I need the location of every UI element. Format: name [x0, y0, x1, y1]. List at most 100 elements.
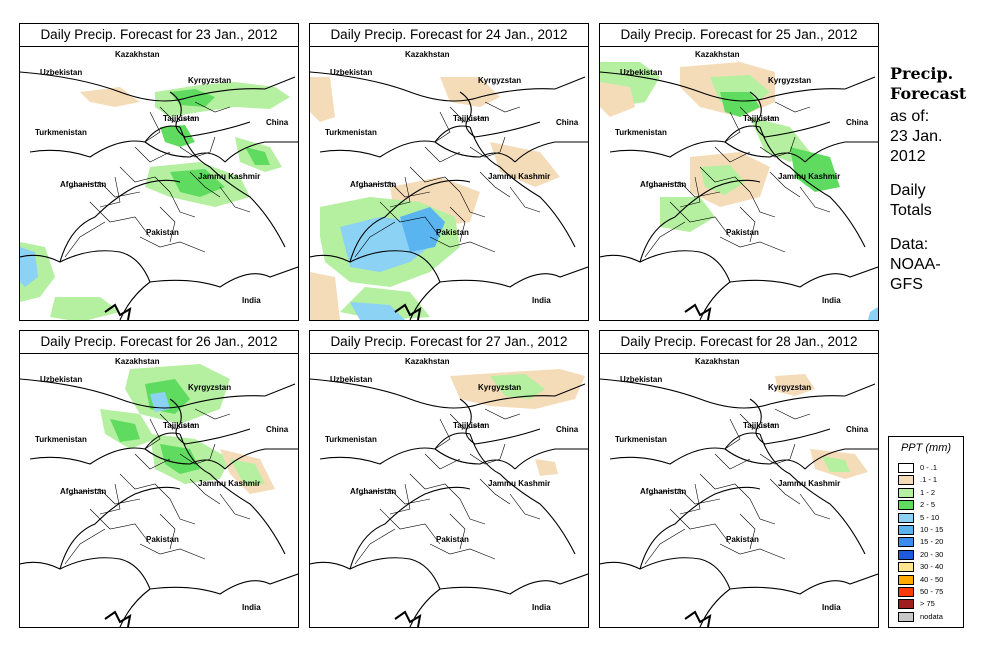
country-boundary [469, 126, 576, 248]
map-label-uzbekistan: Uzbekistan [620, 68, 662, 77]
data-source-line2: GFS [890, 276, 923, 293]
legend-label: 2 - 5 [920, 500, 936, 510]
map-label-kyrgyzstan: Kyrgyzstan [768, 383, 811, 392]
country-boundary [20, 378, 296, 409]
map-label-afghanistan: Afghanistan [60, 487, 106, 496]
map-label-kyrgyzstan: Kyrgyzstan [478, 76, 521, 85]
map-svg: Kazakhstan Uzbekistan Kyrgyzstan Tajikistan… [310, 357, 588, 627]
province-boundary [359, 488, 431, 505]
map-label-india: India [242, 603, 261, 612]
country-boundary [29, 125, 181, 158]
panel-title: Daily Precip. Forecast for 27 Jan., 2012 [310, 331, 588, 354]
province-boundary [179, 443, 216, 465]
province-boundary [429, 543, 496, 560]
country-boundary [310, 557, 441, 627]
legend-swatch [898, 463, 914, 473]
map-label-afghanistan: Afghanistan [350, 180, 396, 189]
province-boundary [449, 106, 486, 123]
province-boundary [724, 418, 741, 450]
map-label-pakistan: Pakistan [436, 535, 469, 544]
map-label-kyrgyzstan: Kyrgyzstan [768, 76, 811, 85]
legend-label: 1 - 2 [920, 487, 936, 497]
map-label-afghanistan: Afghanistan [640, 180, 686, 189]
legend-label: 40 - 50 [920, 574, 944, 584]
precip-area [80, 87, 140, 107]
map-label-uzbekistan: Uzbekistan [40, 68, 82, 77]
province-boundary [724, 111, 741, 143]
country-boundary [310, 71, 586, 102]
legend-label: 50 - 75 [920, 587, 944, 596]
country-boundary [224, 141, 298, 163]
coastline [394, 610, 422, 627]
province-boundary [749, 498, 776, 525]
country-boundary [310, 250, 441, 320]
province-boundary [359, 181, 431, 198]
province-boundary [449, 513, 466, 550]
province-boundary [64, 221, 106, 258]
province-boundary [719, 543, 786, 560]
totals-line2: Totals [890, 202, 932, 219]
map-svg: Kazakhstan Uzbekistan Kyrgyzstan Tajikistan… [600, 357, 878, 627]
province-boundary [219, 186, 251, 213]
asof-date: 23 Jan. [890, 128, 943, 145]
product-title-line1: Precip. [890, 64, 954, 83]
province-boundary [389, 176, 411, 208]
map-label-jammu-kashmir: Jammu Kashmir [488, 479, 550, 488]
precip-area [660, 197, 715, 232]
province-boundary [719, 236, 786, 253]
country-boundary [434, 141, 516, 163]
legend-item: 10 - 15 [898, 525, 960, 536]
province-boundary [649, 488, 721, 505]
province-boundary [159, 513, 176, 550]
asof-year: 2012 [890, 148, 926, 165]
precip-area [110, 419, 140, 442]
province-boundary [139, 236, 206, 253]
country-boundary [169, 91, 251, 138]
province-boundary [739, 106, 776, 123]
legend-item: > 75 [898, 599, 960, 610]
map-panel-jan24: Daily Precip. Forecast for 24 Jan., 2012… [309, 23, 589, 321]
legend-swatch [898, 562, 914, 573]
province-boundary [189, 478, 221, 505]
province-boundary [679, 176, 701, 208]
province-boundary [144, 111, 161, 143]
map-label-turkmenistan: Turkmenistan [325, 128, 377, 137]
country-boundary [20, 250, 151, 320]
map-label-turkmenistan: Turkmenistan [325, 435, 377, 444]
country-boundary [724, 448, 806, 470]
asof-label: as of: [890, 108, 930, 125]
province-boundary [219, 493, 251, 520]
map-label-kazakhstan: Kazakhstan [405, 50, 450, 59]
legend-item: 1 - 2 [898, 487, 960, 499]
map-svg: Kazakhstan Uzbekistan Kyrgyzstan Tajikistan… [310, 50, 588, 320]
precip-area [720, 92, 760, 117]
precip-area [600, 82, 635, 117]
province-boundary [89, 201, 151, 238]
country-boundary [144, 141, 226, 163]
legend-item: 0 - .1 [898, 463, 960, 474]
country-boundary [609, 432, 761, 465]
province-boundary [484, 408, 521, 420]
country-boundary [609, 125, 761, 158]
precip-area [230, 459, 265, 486]
province-boundary [134, 146, 171, 163]
map-panel-jan26: Daily Precip. Forecast for 26 Jan., 2012… [19, 330, 299, 628]
province-boundary [99, 483, 121, 515]
legend-swatch [898, 549, 914, 560]
country-boundary [319, 432, 471, 465]
province-boundary [699, 166, 751, 193]
province-boundary [459, 191, 486, 218]
province-boundary [714, 453, 751, 470]
map-label-tajikistan: Tajikistan [453, 114, 489, 123]
province-boundary [714, 146, 751, 163]
province-boundary [89, 508, 151, 545]
map-label-turkmenistan: Turkmenistan [615, 128, 667, 137]
legend-item: 5 - 10 [898, 512, 960, 524]
precip-area [160, 444, 200, 474]
map-label-pakistan: Pakistan [146, 228, 179, 237]
country-boundary [600, 250, 731, 320]
province-boundary [774, 101, 811, 113]
map-label-uzbekistan: Uzbekistan [330, 375, 372, 384]
country-boundary [319, 125, 471, 158]
country-boundary [459, 398, 541, 445]
